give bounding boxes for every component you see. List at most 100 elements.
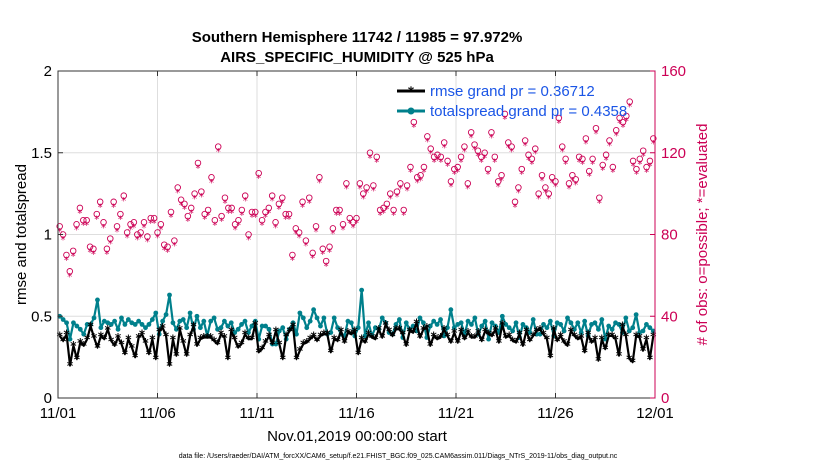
obs-possible-marker bbox=[56, 223, 63, 230]
rmse-point: * bbox=[619, 320, 626, 334]
spread-point bbox=[541, 322, 546, 327]
obs-possible-marker bbox=[174, 184, 181, 191]
y-left-tick-label: 0 bbox=[44, 390, 52, 407]
rmse-point: * bbox=[506, 329, 513, 343]
rmse-point: * bbox=[389, 329, 396, 343]
obs-possible-marker bbox=[370, 182, 377, 189]
spread-point bbox=[383, 320, 389, 326]
obs-evaluated-marker: * bbox=[330, 229, 335, 240]
rmse-point: * bbox=[266, 329, 273, 343]
obs-possible-marker bbox=[268, 192, 276, 199]
spread-point bbox=[640, 328, 646, 334]
rmse-point: * bbox=[273, 324, 280, 338]
obs-evaluated-marker: * bbox=[138, 233, 143, 244]
obs-evaluated-marker: * bbox=[57, 227, 62, 238]
rmse-point: * bbox=[314, 334, 321, 348]
obs-possible-marker bbox=[218, 212, 225, 220]
rmse-point: * bbox=[163, 329, 170, 343]
spread-point bbox=[84, 322, 90, 327]
obs-possible-marker bbox=[329, 225, 337, 232]
spread-point bbox=[393, 322, 399, 327]
rmse-point: * bbox=[606, 329, 613, 343]
rmse-point: * bbox=[111, 339, 118, 353]
obs-evaluated-marker: * bbox=[327, 247, 332, 258]
obs-evaluated-marker: * bbox=[226, 208, 231, 219]
obs-possible-marker bbox=[616, 114, 623, 122]
obs-evaluated-marker: * bbox=[101, 223, 106, 234]
obs-possible-marker bbox=[525, 151, 532, 159]
rmse-point: * bbox=[232, 333, 239, 347]
obs-possible-marker bbox=[555, 114, 563, 122]
spread-point bbox=[252, 318, 258, 324]
obs-possible-marker bbox=[235, 216, 242, 224]
obs-possible-marker bbox=[464, 180, 472, 187]
rmse-point: * bbox=[334, 334, 341, 348]
rmse-point: * bbox=[396, 323, 403, 337]
obs-evaluated-marker: * bbox=[192, 194, 197, 205]
obs-evaluated-marker: * bbox=[256, 174, 261, 185]
obs-possible-marker bbox=[484, 165, 492, 173]
x-tick-label: 12/01 bbox=[636, 405, 674, 422]
rmse-point: * bbox=[81, 339, 88, 353]
spread-point bbox=[321, 315, 327, 321]
rmse-point: * bbox=[595, 354, 602, 368]
obs-evaluated-marker: * bbox=[64, 255, 69, 266]
obs-possible-marker bbox=[633, 165, 640, 173]
obs-possible-marker bbox=[248, 208, 256, 216]
obs-possible-marker bbox=[319, 245, 327, 253]
rmse-point: * bbox=[115, 331, 122, 345]
spread-point bbox=[170, 320, 176, 326]
rmse-point: * bbox=[135, 331, 142, 345]
obs-possible-marker bbox=[255, 169, 262, 177]
spread-point bbox=[582, 318, 588, 324]
rmse-point: * bbox=[146, 347, 153, 361]
obs-evaluated-marker: * bbox=[469, 133, 474, 144]
spread-point bbox=[112, 318, 118, 324]
obs-evaluated-marker: * bbox=[600, 166, 605, 177]
obs-evaluated-marker: * bbox=[219, 217, 224, 228]
spread-point bbox=[81, 331, 87, 337]
obs-evaluated-marker: * bbox=[71, 251, 76, 262]
rmse-point: * bbox=[386, 324, 393, 338]
rmse-point: * bbox=[424, 321, 431, 335]
obs-possible-marker bbox=[194, 159, 202, 167]
obs-possible-marker bbox=[444, 157, 451, 165]
spread-point bbox=[246, 330, 251, 335]
spread-point bbox=[187, 310, 193, 316]
obs-evaluated-marker: * bbox=[317, 178, 322, 189]
obs-possible-marker bbox=[413, 174, 421, 181]
obs-evaluated-marker: * bbox=[533, 149, 538, 160]
spread-point bbox=[616, 322, 622, 327]
obs-evaluated-marker: * bbox=[67, 272, 72, 283]
rmse-point: * bbox=[362, 336, 369, 350]
spread-point bbox=[472, 315, 478, 321]
obs-evaluated-marker: * bbox=[513, 202, 518, 213]
spread-point bbox=[197, 325, 203, 331]
obs-possible-marker bbox=[558, 143, 566, 150]
obs-possible-marker bbox=[137, 229, 144, 236]
rmse-point: * bbox=[338, 324, 345, 338]
obs-evaluated-marker: * bbox=[371, 186, 376, 197]
obs-evaluated-marker: * bbox=[543, 188, 548, 199]
obs-possible-marker bbox=[214, 143, 222, 150]
obs-possible-marker bbox=[144, 233, 151, 240]
obs-possible-marker bbox=[451, 165, 458, 173]
rmse-point: * bbox=[578, 331, 585, 345]
rmse-point: * bbox=[63, 328, 70, 342]
rmse-point: * bbox=[101, 333, 108, 347]
spread-point bbox=[98, 325, 104, 331]
rmse-point: * bbox=[345, 326, 352, 340]
x-tick-label: 11/16 bbox=[338, 405, 374, 422]
obs-possible-marker bbox=[410, 118, 418, 126]
obs-possible-marker bbox=[241, 192, 249, 199]
obs-evaluated-marker: * bbox=[290, 255, 295, 266]
obs-possible-marker bbox=[623, 112, 630, 120]
obs-evaluated-marker: * bbox=[438, 157, 443, 168]
obs-possible-marker bbox=[299, 198, 306, 206]
obs-evaluated-marker: * bbox=[401, 211, 406, 222]
obs-evaluated-marker: * bbox=[128, 225, 133, 236]
obs-evaluated-marker: * bbox=[432, 157, 437, 168]
rmse-point: * bbox=[468, 331, 475, 345]
obs-evaluated-marker: * bbox=[209, 178, 214, 189]
spread-point bbox=[71, 320, 76, 326]
